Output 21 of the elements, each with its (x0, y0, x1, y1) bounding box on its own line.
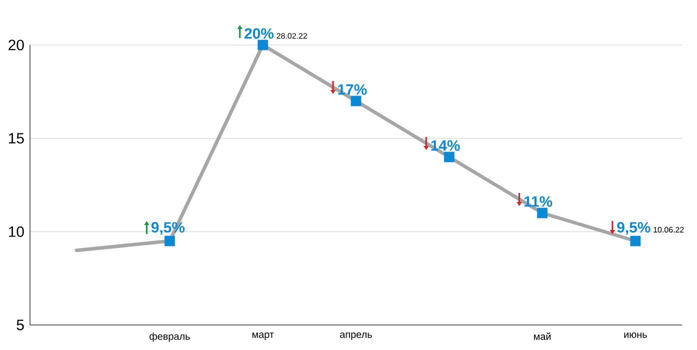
point (164, 236, 175, 246)
data-label: 20% (244, 28, 274, 39)
y-tick-label: 5 (16, 320, 24, 330)
data-label: 14% (431, 140, 460, 151)
data-label: 11% (524, 196, 552, 207)
data-label: 9,5% (617, 222, 650, 235)
point (258, 40, 268, 50)
y-tick-label: 20 (8, 40, 24, 50)
x-tick-label: июнь (624, 332, 647, 338)
y-tick-label: 10 (9, 226, 24, 237)
data-label: 17% (338, 84, 367, 95)
x-tick-label: апрель (340, 332, 372, 340)
data-label: 9,5% (151, 222, 185, 235)
point (444, 152, 454, 162)
point (350, 96, 362, 106)
x-tick-label: март (252, 332, 274, 340)
point (537, 208, 548, 218)
y-tick-label: 15 (9, 133, 24, 144)
point (630, 236, 641, 246)
x-tick-label: февраль (150, 332, 190, 342)
x-tick-label: май (534, 332, 551, 340)
